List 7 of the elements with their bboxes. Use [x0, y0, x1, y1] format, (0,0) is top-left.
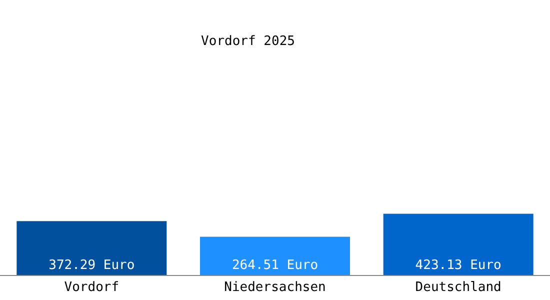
- data-label: 372.29 Euro: [48, 258, 135, 273]
- data-label: 423.13 Euro: [415, 258, 502, 273]
- data-label: 264.51 Euro: [232, 258, 318, 273]
- x-tick-label: Vordorf: [64, 280, 120, 295]
- chart-title: Vordorf 2025: [201, 34, 295, 49]
- x-tick-label: Deutschland: [415, 280, 502, 295]
- x-tick-label: Niedersachsen: [224, 280, 326, 295]
